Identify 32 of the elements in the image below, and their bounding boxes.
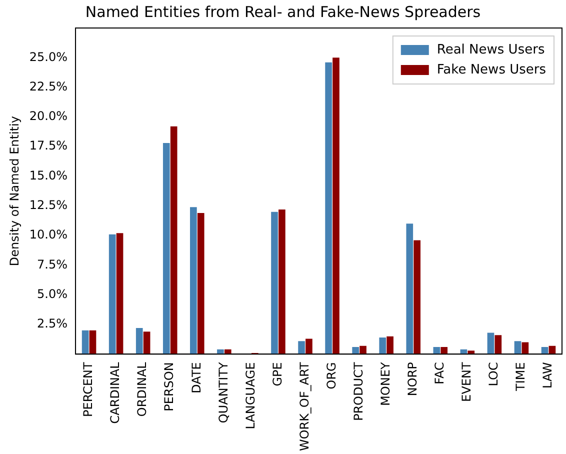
x-tick-label: CARDINAL [108, 362, 122, 424]
y-tick-label: 5.0% [37, 286, 68, 301]
x-tick-label: PERCENT [81, 361, 96, 417]
y-tick-label: 7.5% [37, 257, 68, 272]
x-tick-label: WORK_OF_ART [297, 361, 312, 452]
x-tick-label: PERSON [162, 362, 176, 412]
x-tick-label: FAC [432, 362, 447, 384]
y-tick-label: 2.5% [37, 316, 68, 331]
legend-label: Fake News Users [436, 62, 546, 78]
x-tick-label: EVENT [460, 361, 474, 402]
x-tick-label: GPE [270, 362, 284, 386]
x-tick-label: ORDINAL [135, 362, 150, 417]
chart-title: Named Entities from Real- and Fake-News Spreaders [85, 2, 481, 21]
legend-label: Real News Users [436, 42, 545, 58]
y-tick-label: 17.5% [29, 138, 68, 153]
x-tick-label: LOC [486, 362, 501, 386]
x-tick-label: QUANTITY [216, 361, 230, 424]
y-tick-label: 20.0% [29, 109, 68, 124]
x-tick-label: MONEY [378, 361, 392, 406]
y-tick-label: 15.0% [29, 168, 68, 182]
y-tick-label: 25.0% [29, 50, 68, 64]
x-tick-label: TIME [514, 362, 528, 392]
x-tick-label: ORG [324, 362, 338, 390]
x-tick-label: PRODUCT [351, 361, 366, 421]
y-tick-label: 22.5% [29, 79, 68, 94]
y-tick-label: 10.0% [29, 228, 68, 242]
y-tick-label: 12.5% [29, 198, 68, 212]
x-tick-label: NORP [405, 362, 420, 396]
x-tick-label: LAW [540, 362, 555, 389]
x-tick-label: LANGUAGE [243, 362, 258, 430]
y-axis-title: Density of Named Entitiy [7, 116, 22, 266]
x-tick-label: DATE [189, 362, 204, 394]
